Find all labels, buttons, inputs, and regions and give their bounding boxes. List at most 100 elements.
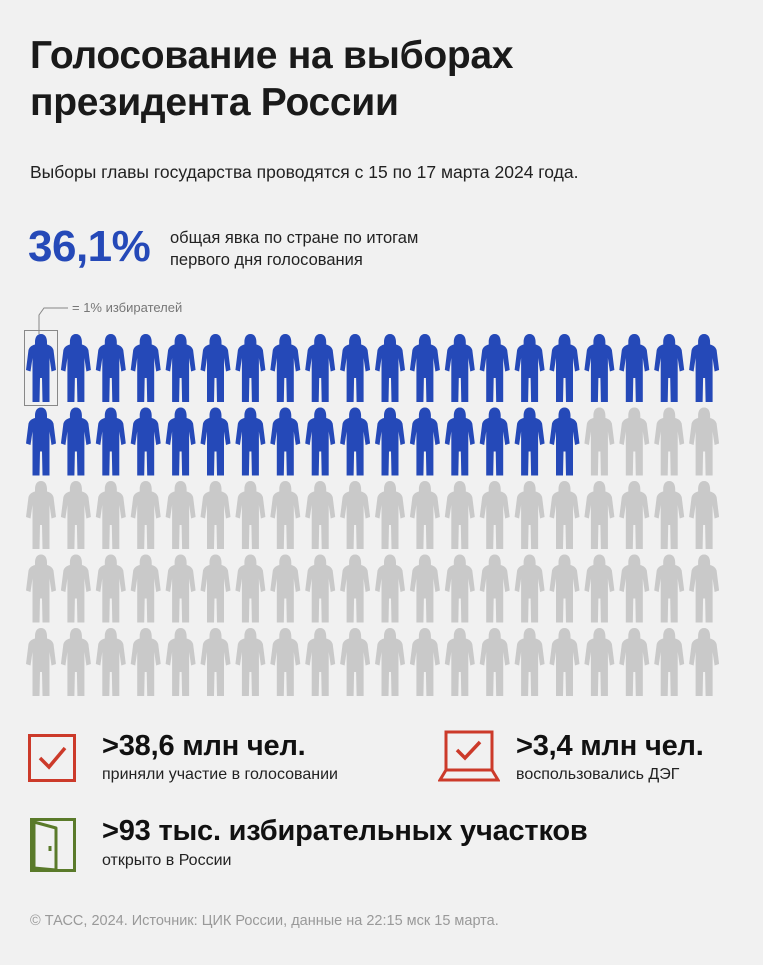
person-icon-voted	[26, 407, 56, 476]
person-icon-not-voted	[165, 554, 196, 623]
person-icon-voted	[409, 334, 440, 402]
person-icon-not-voted	[584, 628, 615, 696]
stat-voters-value: >38,6 млн чел.	[102, 730, 306, 762]
person-icon-not-voted	[409, 554, 440, 623]
person-icon-not-voted	[409, 628, 440, 696]
person-icon-voted	[26, 334, 56, 402]
person-icon-voted	[549, 407, 580, 476]
person-icon-not-voted	[444, 628, 475, 696]
person-icon-voted	[305, 334, 336, 402]
voter-icon-array	[26, 334, 720, 696]
person-icon-not-voted	[375, 554, 405, 623]
person-icon-not-voted	[340, 554, 371, 623]
person-icon-not-voted	[235, 554, 266, 623]
person-icon-voted	[479, 334, 510, 402]
person-icon-not-voted	[340, 628, 371, 696]
turnout-label: общая явка по стране по итогам первого д…	[170, 229, 419, 269]
laptop-checkmark-icon	[438, 730, 500, 782]
person-icon-not-voted	[444, 481, 475, 549]
person-icon-not-voted	[654, 481, 685, 549]
person-icon-not-voted	[619, 481, 650, 549]
person-icon-voted	[60, 407, 91, 476]
legend-highlight-box	[24, 330, 58, 406]
legend-connector	[38, 307, 68, 334]
person-icon-voted	[654, 334, 685, 402]
person-icon-voted	[444, 334, 475, 402]
person-icon-voted	[514, 334, 545, 402]
turnout-value: 36,1%	[28, 222, 151, 271]
person-icon-not-voted	[200, 481, 231, 549]
stat-remote-voting-value: >3,4 млн чел.	[516, 730, 704, 762]
person-icon-voted	[200, 334, 231, 402]
person-icon-not-voted	[235, 481, 266, 549]
person-icon-not-voted	[689, 628, 720, 696]
checkbox-icon	[28, 734, 76, 782]
page-title: Голосование на выборах президента России	[30, 34, 514, 124]
stat-polling-stations-label: открыто в России	[102, 852, 232, 869]
person-icon-not-voted	[26, 481, 56, 549]
person-icon-not-voted	[584, 554, 615, 623]
person-icon-not-voted	[305, 481, 336, 549]
person-icon-voted	[375, 407, 405, 476]
person-icon-not-voted	[409, 481, 440, 549]
person-icon-not-voted	[549, 481, 580, 549]
person-icon-voted	[549, 334, 580, 402]
person-icon-not-voted	[95, 628, 126, 696]
person-icon-not-voted	[235, 628, 266, 696]
person-icon-not-voted	[165, 481, 196, 549]
person-icon-voted	[340, 334, 371, 402]
person-icon-not-voted	[584, 407, 615, 476]
person-icon-not-voted	[270, 481, 301, 549]
person-icon-not-voted	[60, 628, 91, 696]
person-icon-voted	[514, 407, 545, 476]
person-icon-not-voted	[619, 554, 650, 623]
person-icon-voted	[305, 407, 336, 476]
person-icon-not-voted	[654, 628, 685, 696]
person-icon-not-voted	[340, 481, 371, 549]
person-icon-not-voted	[60, 554, 91, 623]
person-icon-voted	[95, 334, 126, 402]
person-icon-not-voted	[689, 407, 720, 476]
person-icon-not-voted	[584, 481, 615, 549]
person-icon-not-voted	[444, 554, 475, 623]
person-icon-not-voted	[95, 481, 126, 549]
person-icon-not-voted	[60, 481, 91, 549]
footer-source: © ТАСС, 2024. Источник: ЦИК России, данн…	[30, 913, 499, 929]
person-icon-not-voted	[479, 628, 510, 696]
person-icon-not-voted	[479, 554, 510, 623]
stat-polling-stations-value: >93 тыс. избирательных участков	[102, 815, 588, 847]
person-icon-not-voted	[619, 628, 650, 696]
person-icon-not-voted	[654, 554, 685, 623]
person-icon-not-voted	[514, 554, 545, 623]
subtitle: Выборы главы государства проводятся с 15…	[30, 162, 579, 182]
person-icon-voted	[270, 407, 301, 476]
person-icon-voted	[200, 407, 231, 476]
person-icon-not-voted	[200, 554, 231, 623]
person-icon-voted	[444, 407, 475, 476]
person-icon-not-voted	[270, 628, 301, 696]
person-icon-not-voted	[549, 554, 580, 623]
person-icon-not-voted	[375, 628, 405, 696]
person-icon-not-voted	[689, 554, 720, 623]
person-icon-not-voted	[375, 481, 405, 549]
person-icon-voted	[584, 334, 615, 402]
person-icon-not-voted	[514, 481, 545, 549]
person-icon-voted	[235, 334, 266, 402]
person-icon-voted	[375, 334, 405, 402]
person-icon-voted	[409, 407, 440, 476]
stat-voters-label: приняли участие в голосовании	[102, 766, 338, 783]
person-icon-not-voted	[305, 628, 336, 696]
person-icon-not-voted	[654, 407, 685, 476]
person-icon-not-voted	[305, 554, 336, 623]
person-icon-voted	[479, 407, 510, 476]
person-icon-not-voted	[619, 407, 650, 476]
person-icon-voted	[95, 407, 126, 476]
person-icon-voted	[689, 334, 720, 402]
person-icon-voted	[130, 407, 161, 476]
person-icon-not-voted	[514, 628, 545, 696]
person-icon-not-voted	[165, 628, 196, 696]
person-icon-voted	[165, 334, 196, 402]
legend-label: = 1% избирателей	[72, 300, 183, 315]
person-icon-not-voted	[26, 554, 56, 623]
door-icon	[30, 818, 76, 872]
